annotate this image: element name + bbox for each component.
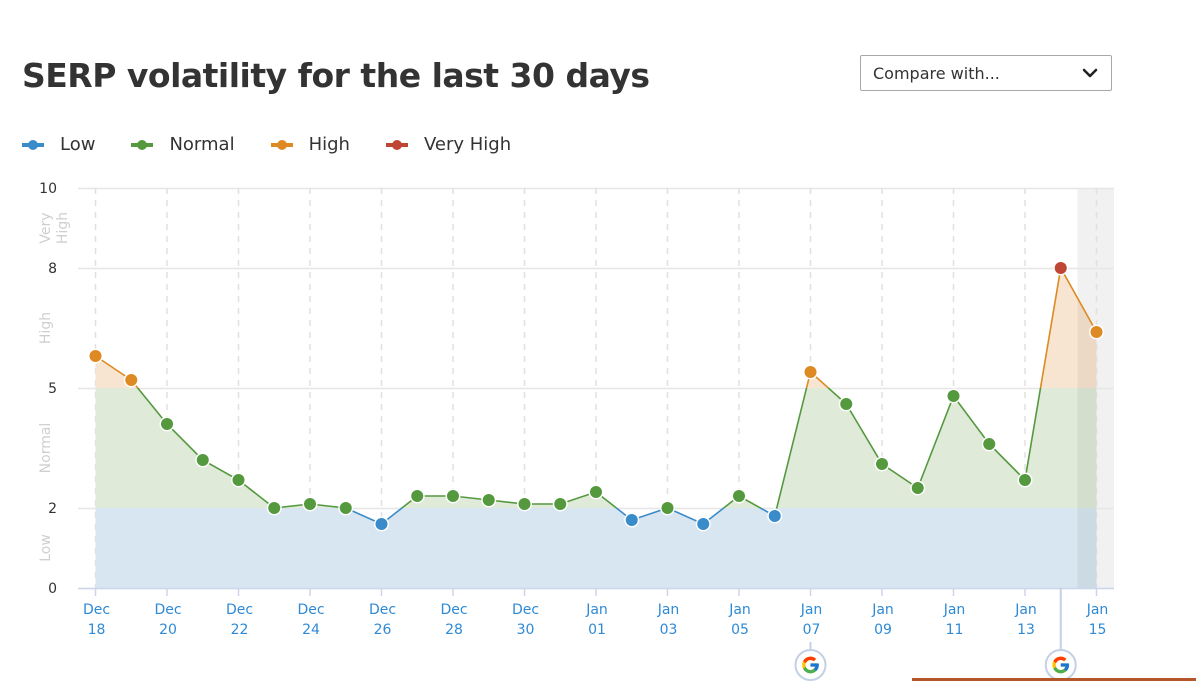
data-point[interactable]: Jan 14: 8 bbox=[1053, 260, 1069, 276]
x-tick-label: 26 bbox=[374, 622, 392, 638]
data-point[interactable]: Dec 26: 1.6 bbox=[374, 516, 389, 532]
x-tick-label: 18 bbox=[88, 622, 106, 638]
x-tick-label: 05 bbox=[731, 622, 749, 638]
bottom-panel-edge bbox=[912, 678, 1196, 681]
y-tick-label: 0 bbox=[48, 581, 57, 597]
x-tick-label: 24 bbox=[302, 622, 320, 638]
x-tick-label: 30 bbox=[517, 622, 535, 638]
x-tick-label: Dec bbox=[369, 602, 396, 618]
data-point[interactable]: Jan 11: 4.8 bbox=[946, 388, 961, 404]
data-point[interactable]: Jan 01: 2.4 bbox=[588, 484, 604, 500]
data-point[interactable]: Dec 28: 2.3 bbox=[445, 488, 461, 504]
data-point[interactable]: Jan 12: 3.6 bbox=[981, 436, 997, 452]
y-tick-label: 8 bbox=[48, 261, 57, 277]
compare-dropdown-label: Compare with... bbox=[873, 63, 1000, 83]
google-g-icon bbox=[802, 656, 819, 674]
data-point[interactable]: Dec 25: 2 bbox=[338, 500, 354, 516]
x-tick-label: 20 bbox=[159, 622, 177, 638]
legend-marker-icon bbox=[385, 139, 408, 150]
area-low bbox=[95, 508, 1097, 588]
data-point[interactable]: Jan 02: 1.7 bbox=[624, 512, 640, 528]
y-tick-label: 5 bbox=[48, 381, 57, 397]
legend-item-very-high[interactable]: Very High bbox=[385, 134, 512, 155]
x-tick-label: Dec bbox=[512, 602, 539, 618]
data-point[interactable]: Dec 18: 5.8 bbox=[88, 348, 103, 364]
legend-item-low[interactable]: Low bbox=[22, 134, 95, 155]
data-point[interactable]: Jan 07: 5.4 bbox=[803, 364, 818, 380]
x-tick-label: Jan bbox=[943, 602, 966, 618]
data-point[interactable]: Dec 21: 3.2 bbox=[195, 452, 211, 468]
y-band-label: Very bbox=[38, 212, 54, 243]
data-point[interactable]: Jan 08: 4.6 bbox=[838, 396, 854, 412]
x-tick-label: Dec bbox=[154, 602, 181, 618]
legend-item-normal[interactable]: Normal bbox=[131, 134, 235, 155]
x-tick-label: Jan bbox=[800, 602, 823, 618]
google-g-icon bbox=[1052, 656, 1070, 674]
page-title: SERP volatility for the last 30 days bbox=[22, 56, 650, 95]
data-point[interactable]: Jan 04: 1.6 bbox=[695, 516, 711, 532]
legend-label: Normal bbox=[169, 134, 235, 155]
x-tick-label: Jan bbox=[657, 602, 680, 618]
x-tick-label: Jan bbox=[1014, 602, 1037, 618]
y-band-label: Low bbox=[38, 534, 54, 562]
x-tick-label: 07 bbox=[803, 622, 821, 638]
google-update-marker[interactable] bbox=[1044, 588, 1077, 681]
legend-item-high[interactable]: High bbox=[270, 134, 350, 155]
x-tick-label: Dec bbox=[83, 602, 110, 618]
data-point[interactable]: Dec 22: 2.7 bbox=[231, 472, 246, 488]
y-tick-label: 2 bbox=[48, 501, 57, 517]
x-tick-label: Jan bbox=[728, 602, 751, 618]
chevron-down-icon bbox=[1082, 68, 1098, 78]
data-point[interactable]: Jan 13: 2.7 bbox=[1017, 472, 1033, 488]
compare-with-dropdown[interactable]: Compare with... bbox=[860, 55, 1112, 91]
x-tick-label: Jan bbox=[585, 602, 608, 618]
data-point[interactable]: Dec 29: 2.2 bbox=[481, 492, 497, 508]
data-point[interactable]: Dec 23: 2 bbox=[266, 500, 282, 516]
legend-marker-icon bbox=[270, 139, 293, 150]
legend-marker-icon bbox=[22, 139, 44, 150]
legend-label: Very High bbox=[423, 134, 512, 155]
data-point[interactable]: Dec 24: 2.1 bbox=[302, 496, 318, 512]
data-point[interactable]: Jan 05: 2.3 bbox=[731, 488, 747, 504]
data-point[interactable]: Dec 19: 5.2 bbox=[123, 372, 139, 388]
data-point[interactable]: Dec 20: 4.1 bbox=[159, 416, 175, 432]
data-point[interactable]: Dec 30: 2.1 bbox=[517, 496, 532, 512]
chart-legend: Low Normal High Very High bbox=[22, 134, 547, 155]
data-point[interactable]: Jan 03: 2 bbox=[660, 500, 675, 516]
x-tick-label: 09 bbox=[874, 622, 892, 638]
data-point[interactable]: Dec 27: 2.3 bbox=[409, 488, 425, 504]
x-tick-label: 13 bbox=[1017, 622, 1035, 638]
legend-label: High bbox=[308, 134, 350, 155]
y-band-label: High bbox=[38, 312, 54, 344]
x-tick-label: 11 bbox=[946, 622, 964, 638]
data-point[interactable]: Jan 10: 2.5 bbox=[910, 480, 926, 496]
x-tick-label: Dec bbox=[297, 602, 324, 618]
area-normal bbox=[95, 388, 1097, 508]
x-tick-label: Dec bbox=[226, 602, 253, 618]
x-tick-label: 22 bbox=[231, 622, 249, 638]
data-point[interactable]: Jan 09: 3.1 bbox=[874, 456, 890, 472]
x-tick-label: Dec bbox=[440, 602, 467, 618]
x-tick-label: 03 bbox=[660, 622, 678, 638]
x-tick-label: Jan bbox=[871, 602, 894, 618]
y-tick-label: 10 bbox=[39, 181, 57, 197]
data-point[interactable]: Jan 06: 1.8 bbox=[767, 508, 783, 524]
google-update-marker[interactable] bbox=[794, 642, 827, 681]
highlight-overlay bbox=[1077, 297, 1097, 588]
x-tick-label: 28 bbox=[445, 622, 463, 638]
legend-marker-icon bbox=[131, 139, 154, 150]
y-band-label: Normal bbox=[38, 423, 54, 474]
legend-label: Low bbox=[60, 134, 96, 155]
data-point[interactable]: Dec 31: 2.1 bbox=[552, 496, 568, 512]
data-point[interactable]: Jan 15: 6.4 bbox=[1089, 324, 1104, 340]
x-tick-label: 01 bbox=[588, 622, 606, 638]
y-band-label: High bbox=[55, 212, 71, 244]
x-tick-label: Jan bbox=[1086, 602, 1109, 618]
x-tick-label: 15 bbox=[1089, 622, 1107, 638]
